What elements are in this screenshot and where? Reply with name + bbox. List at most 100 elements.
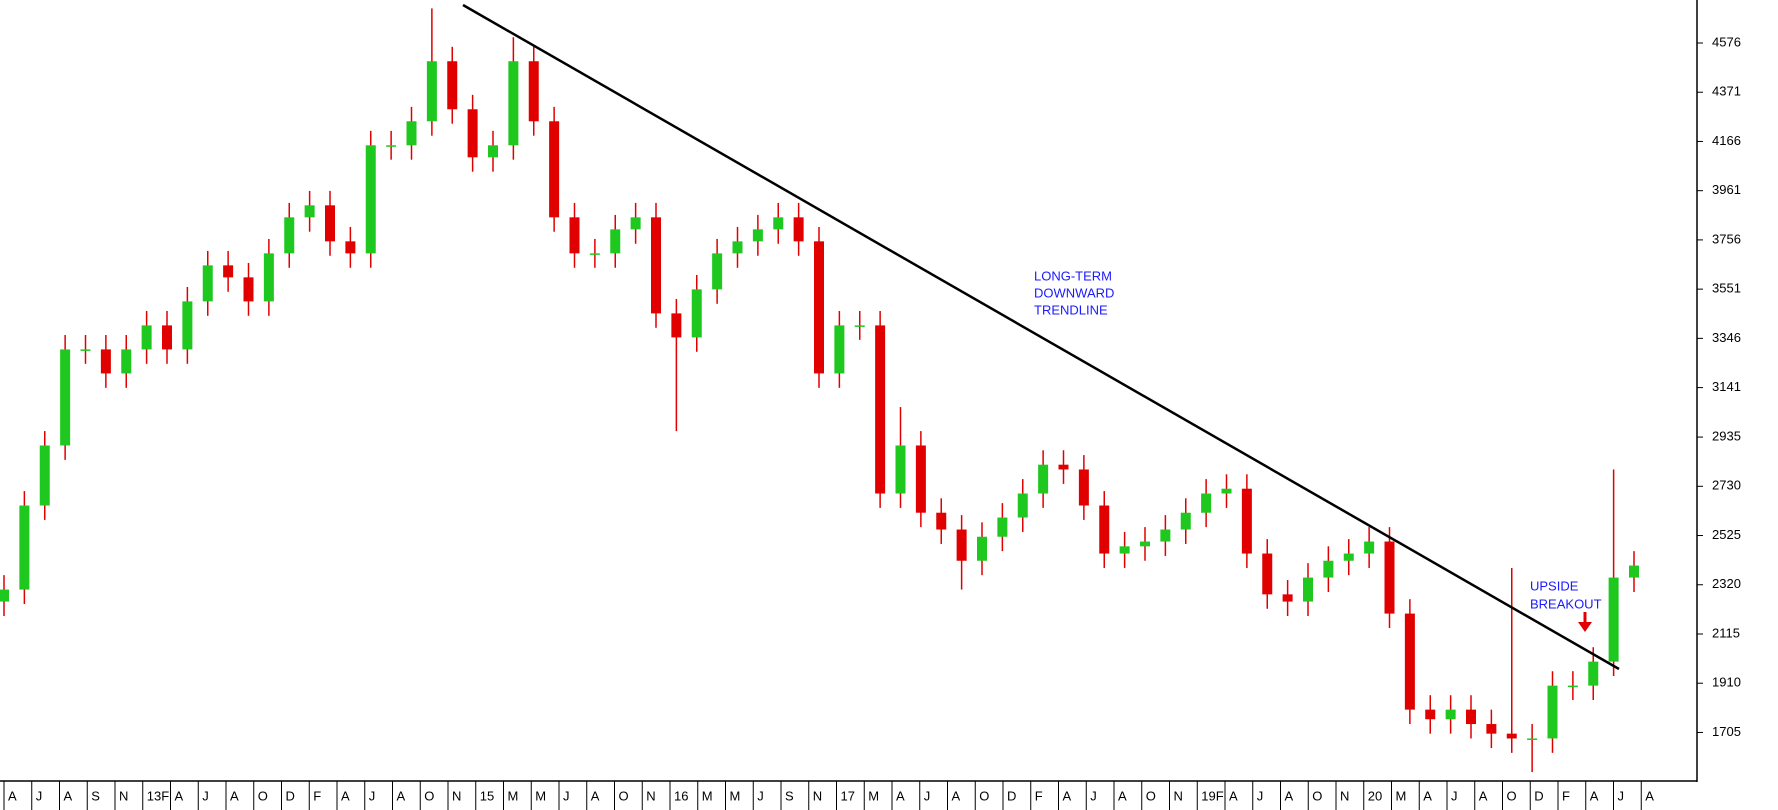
x-tick-label: J [757,788,764,803]
y-tick-label: 4576 [1712,34,1741,49]
x-tick-label: 13F [147,788,169,803]
x-tick-label: D [286,788,295,803]
x-tick-label: O [979,788,989,803]
candle-body [1221,488,1232,494]
x-tick-label: A [1063,788,1072,803]
y-tick-label: 3961 [1712,182,1741,197]
candles [0,8,1639,773]
x-tick-label: M [535,788,546,803]
x-tick-label: N [452,788,461,803]
candle-body [1241,488,1252,554]
candle-body [1425,709,1436,720]
x-tick-label: A [230,788,239,803]
candle-body [1323,560,1334,578]
candle-body [365,145,376,254]
x-tick-label: N [1340,788,1349,803]
x-tick-label: O [1507,788,1517,803]
candle-body [1364,541,1375,554]
candle-body [447,61,458,110]
candle-body [1629,565,1639,578]
candle-body [712,253,723,290]
x-tick-label: M [868,788,879,803]
candle-body [1384,541,1395,614]
candle-body [630,217,641,230]
candle-body [569,217,580,254]
x-tick-label: A [1479,788,1488,803]
candle-body [1608,577,1619,662]
candle-body [610,229,621,254]
candle-body [793,217,804,242]
candle-body [773,217,784,230]
annotation: TRENDLINE [1034,302,1108,317]
candle-body [223,265,234,278]
x-tick-label: D [1007,788,1016,803]
x-tick-label: N [1174,788,1183,803]
candle-body [508,61,519,146]
candle-body [1058,464,1069,470]
candle-body [386,145,397,147]
y-tick-label: 4166 [1712,133,1741,148]
x-tick-label: A [1285,788,1294,803]
x-tick-label: 15 [480,788,494,803]
candle-body [854,325,865,327]
x-tick-label: O [258,788,268,803]
candle-body [1343,553,1354,561]
candle-body [141,325,152,350]
x-tick-label: A [1645,788,1654,803]
x-tick-label: 20 [1368,788,1382,803]
candle-body [243,277,254,302]
x-tick-label: 19F [1201,788,1223,803]
x-tick-label: N [813,788,822,803]
candle-body [345,241,356,254]
y-tick-label: 3551 [1712,281,1741,296]
y-tick-label: 1910 [1712,675,1741,690]
x-tick-label: F [313,788,321,803]
x-tick-label: J [563,788,570,803]
y-tick-label: 2525 [1712,527,1741,542]
candle-body [488,145,498,158]
candle-body [589,253,600,255]
candle-body [80,349,91,351]
x-tick-label: A [1423,788,1432,803]
candle-body [426,61,437,122]
x-tick-label: O [424,788,434,803]
x-tick-label: J [36,788,43,803]
x-tick-label: M [730,788,741,803]
candle-body [732,241,743,254]
x-tick-label: J [1257,788,1264,803]
candle-body [284,217,295,254]
candle-body [182,301,193,350]
candle-body [528,61,539,122]
x-tick-label: S [91,788,100,803]
candle-body [1547,685,1558,739]
x-tick-label: O [1146,788,1156,803]
candle-body [1527,738,1538,740]
x-tick-label: N [119,788,128,803]
candle-body [39,445,50,506]
candle-body [1303,577,1313,602]
candle-body [304,205,315,218]
x-tick-label: A [1118,788,1127,803]
x-tick-label: A [341,788,350,803]
candle-body [325,205,335,242]
candle-body [752,229,763,242]
x-tick-label: J [1618,788,1625,803]
x-tick-label: A [591,788,600,803]
annotation: DOWNWARD [1034,285,1114,300]
candle-body [936,512,947,530]
y-tick-label: 3141 [1712,379,1741,394]
y-tick-label: 3346 [1712,330,1741,345]
x-tick-label: 17 [841,788,855,803]
x-tick-label: N [646,788,655,803]
x-tick-label: J [1090,788,1097,803]
candle-body [549,121,560,218]
candle-body [1588,661,1599,686]
candle-body [1078,469,1089,506]
x-tick-label: A [1590,788,1599,803]
candle-body [671,313,682,338]
y-tick-label: 1705 [1712,724,1741,739]
x-tick-label: M [508,788,519,803]
candle-body [875,325,886,494]
breakout-arrow [1578,612,1592,632]
